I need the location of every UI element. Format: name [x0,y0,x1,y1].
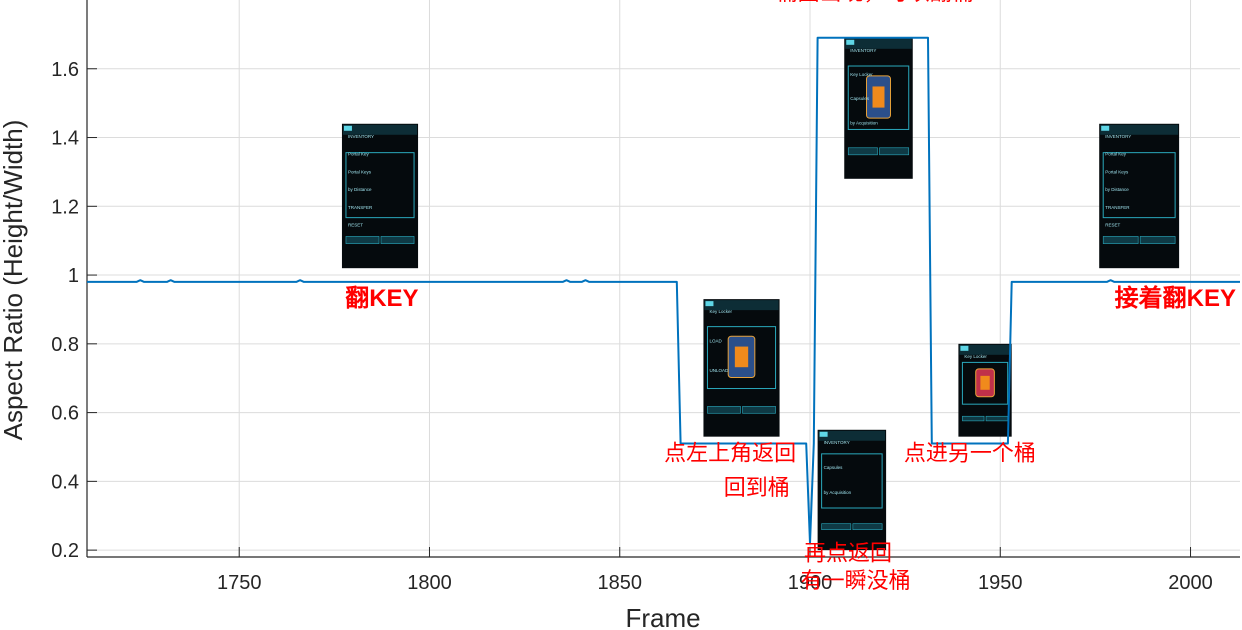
annotation-label: 再点返回 [804,541,892,566]
y-tick-label: 0.4 [51,471,79,493]
annotation-label: 点进另一个桶 [904,442,1036,467]
back-arrow-icon [846,39,855,45]
inset-text: INVENTORY [850,48,876,53]
inset-text: Capsules [824,465,844,470]
annotation-label: 回到桶 [724,476,790,501]
annotation-label: 点左上角返回 [664,442,796,467]
y-axis-ticks: 0.2 0.4 0.6 0.8 1 1.2 1.4 1.6 [51,59,97,562]
inset-content-frame [1102,152,1176,219]
inset-text: TRANSFER [1105,205,1130,210]
x-tick-label: 1800 [407,572,452,594]
inset-text: Portal Key [1105,152,1127,157]
inset-inventory-portal-keys-2: INVENTORY Portal Key Portal Keys by Distanc… [1099,123,1180,269]
y-tick-label: 1 [68,265,79,287]
series-line [87,36,1240,545]
y-tick-label: 1.2 [51,196,79,218]
inset-text: TRANSFER [348,205,373,210]
inset-text: by Distance [348,187,372,192]
inset-text: by Acquisition [850,120,878,125]
back-arrow-icon [1101,125,1110,131]
inset-key-locker-red: Key Locker [958,343,1012,437]
axes [86,0,1240,558]
inset-content-frame [706,326,777,390]
inset-sort-button [821,523,852,530]
inset-content-frame [345,152,415,219]
inset-text: INVENTORY [824,440,850,445]
inset-header-bar [1100,124,1179,135]
inset-text: LOAD [709,339,722,344]
locker-glow [980,375,990,390]
inset-text: Key Locker [850,72,873,77]
inset-sort-button [962,415,985,422]
x-tick-label: 1950 [978,572,1023,594]
annotation-label: 翻KEY [345,285,418,312]
inset-text: INVENTORY [1105,134,1131,139]
inset-text: RESET [1105,223,1120,228]
grid [87,0,1240,557]
y-tick-label: 0.8 [51,334,79,356]
inset-sort-button [707,406,741,414]
inset-text: Portal Keys [1105,169,1129,174]
x-tick-label: 1750 [217,572,262,594]
inset-background [1099,123,1180,269]
x-axis-title: Frame [625,603,700,630]
inset-sort-button [345,236,380,244]
inset-text: Key Locker [709,309,732,314]
x-tick-label: 2000 [1168,572,1213,594]
inset-content-frame [961,361,1009,405]
inset-header-bar [845,38,912,49]
x-tick-label: 1850 [597,572,642,594]
inset-text: by Acquisition [824,490,852,495]
inset-filter-button [742,406,776,414]
series [87,36,1240,545]
inset-text: UNLOAD [709,368,729,373]
annotation-label: 接着翻KEY [1115,284,1236,312]
annotation-label: 有一瞬没桶 [801,569,911,594]
annotation-label: 桶图出现，可以翻桶 [776,0,974,6]
inset-text: Portal Keys [348,169,372,174]
inset-filter-button [879,147,910,156]
inset-inventory-portal-keys: INVENTORY Portal Key Portal Keys by Distanc… [341,123,419,269]
inset-text: Key Locker [964,354,987,359]
back-arrow-icon [819,431,828,437]
inset-text: RESET [348,223,363,228]
inset-header-bar [704,300,779,311]
inset-header-bar [342,124,418,135]
inset-key-locker-inventory: INVENTORY Key Locker Capsules by Acquisitio… [844,37,913,179]
inset-sort-button [1102,236,1139,244]
inset-filter-button [380,236,415,244]
inset-screenshots: INVENTORY Portal Key Portal Keys by Distanc… [341,37,1180,551]
inset-filter-button [985,415,1008,422]
y-tick-label: 0.2 [51,540,79,562]
inset-text: Portal Key [348,152,370,157]
inset-filter-button [1139,236,1176,244]
y-tick-label: 0.6 [51,403,79,425]
inset-text: Capsules [850,96,870,101]
inset-background [341,123,419,269]
inset-empty-inventory: INVENTORY Capsules by Acquisition [817,429,887,551]
back-arrow-icon [960,345,969,351]
x-axis-ticks: 1750 1800 1850 1900 1950 2000 [217,547,1213,594]
inset-key-locker-blue: Key Locker LOAD UNLOAD [703,299,780,437]
inset-filter-button [852,523,883,530]
locker-glow [872,86,885,108]
inset-header-bar [959,344,1011,355]
y-tick-label: 1.4 [51,128,79,150]
inset-text: by Distance [1105,187,1129,192]
inset-content-frame [821,453,883,509]
y-axis-title: Aspect Ratio (Height/Width) [0,120,28,441]
plot-area [87,0,1240,557]
inset-header-bar [818,430,886,441]
inset-background [817,429,887,551]
locker-glow [734,346,749,368]
inset-text: INVENTORY [348,134,374,139]
x-tick-label: 1900 [788,572,833,594]
inset-content-frame [847,65,910,130]
inset-sort-button [847,147,878,156]
y-tick-label: 1.6 [51,59,79,81]
back-arrow-icon [705,301,714,307]
back-arrow-icon [343,125,352,131]
